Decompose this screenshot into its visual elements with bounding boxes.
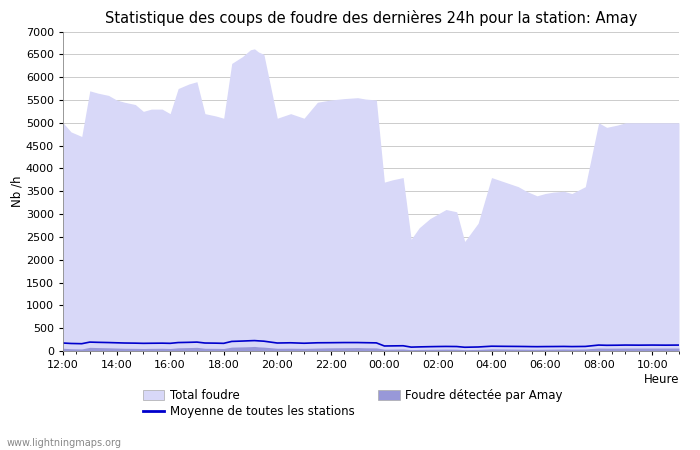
Title: Statistique des coups de foudre des dernières 24h pour la station: Amay: Statistique des coups de foudre des dern… [105, 10, 637, 26]
Legend: Total foudre, Moyenne de toutes les stations, Foudre détectée par Amay: Total foudre, Moyenne de toutes les stat… [143, 389, 563, 419]
Text: Heure: Heure [643, 374, 679, 387]
Y-axis label: Nb /h: Nb /h [10, 176, 23, 207]
Text: www.lightningmaps.org: www.lightningmaps.org [7, 438, 122, 448]
